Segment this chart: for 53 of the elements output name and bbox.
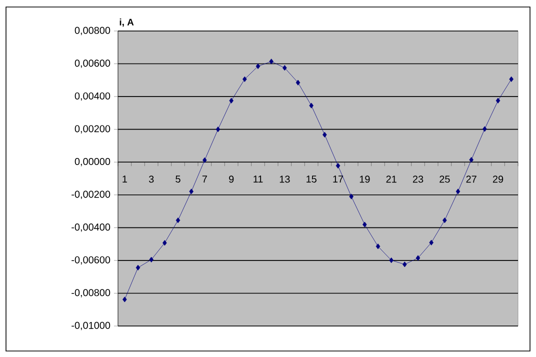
y-tick-label: -0,01000 — [72, 322, 110, 330]
x-tick-label: 23 — [412, 176, 424, 183]
point — [456, 188, 460, 194]
point — [242, 76, 247, 82]
y-tick-label: 0,00400 — [74, 92, 110, 101]
point — [256, 63, 260, 70]
x-tick-label: 15 — [306, 176, 316, 183]
point — [176, 217, 180, 224]
point — [269, 58, 274, 64]
x-tick-label: 9 — [229, 176, 234, 183]
y-tick-label: -0,00800 — [72, 289, 110, 298]
x-tick-label: 29 — [492, 176, 504, 183]
x-tick-label: 7 — [202, 176, 207, 182]
point — [429, 240, 434, 246]
point — [402, 262, 407, 268]
x-tick-label: 19 — [360, 176, 370, 183]
point — [202, 157, 207, 163]
y-tick-label: -0,00600 — [72, 256, 110, 265]
point — [349, 194, 354, 200]
y-tick-label: 0,00600 — [74, 60, 110, 68]
point — [189, 188, 194, 194]
y-tick-label: 0,00000 — [74, 158, 110, 166]
point — [282, 65, 287, 71]
x-tick-label: 11 — [254, 176, 263, 182]
point — [162, 240, 167, 246]
point — [469, 157, 474, 163]
y-tick-label: -0,00200 — [72, 190, 110, 200]
point — [362, 222, 367, 228]
y-tick-label: -0,00400 — [72, 224, 110, 232]
point — [136, 264, 140, 270]
point — [122, 296, 127, 302]
point — [309, 102, 314, 108]
point — [336, 162, 340, 169]
point — [496, 98, 500, 104]
x-tick-label: 27 — [466, 176, 476, 183]
x-tick-label: 1 — [122, 176, 127, 182]
y-tick-label: 0,00800 — [74, 26, 110, 36]
point — [416, 255, 420, 261]
x-tick-label: 21 — [386, 176, 396, 183]
point — [376, 244, 380, 250]
x-tick-label: 17 — [333, 176, 344, 182]
point — [149, 256, 154, 262]
x-tick-label: 3 — [148, 176, 154, 183]
point — [296, 80, 300, 86]
y-tick-label: 0,00200 — [74, 125, 110, 134]
point — [216, 126, 220, 132]
x-tick-label: 13 — [280, 176, 290, 183]
point — [482, 126, 487, 132]
x-tick-label: 25 — [440, 176, 450, 183]
point — [509, 76, 514, 82]
point — [229, 98, 234, 104]
y-axis-title: i, A — [120, 18, 134, 27]
x-tick-label: 5 — [176, 176, 180, 183]
